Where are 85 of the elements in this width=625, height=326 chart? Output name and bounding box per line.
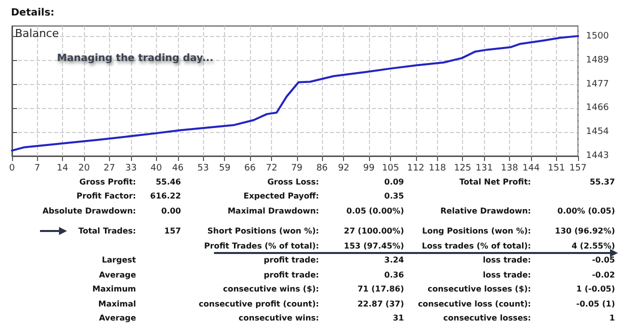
text: Long Positions (won %): (422, 226, 531, 236)
x-tick-label: 79 (291, 164, 303, 174)
text: consecutive loss (count): (418, 300, 531, 308)
text: profit trade: (264, 270, 319, 280)
x-tick-label: 20 (78, 164, 90, 174)
text: Gross Loss: (267, 178, 319, 186)
text: 4 (2.55%) (572, 242, 615, 250)
y-tick-label: 1500 (586, 31, 610, 42)
text: -0.05 (1) (576, 300, 615, 308)
text: consecutive profit (count): (198, 300, 319, 308)
text: 0.35 (384, 192, 404, 200)
y-tick-label: 1466 (586, 103, 610, 114)
text: 0.00 (161, 206, 181, 216)
text: Short Positions (won %): (207, 226, 319, 236)
text: 22.87 (37) (357, 300, 404, 308)
x-tick-label: 112 (407, 164, 424, 174)
x-tick-label: 125 (454, 164, 472, 174)
text: 1 (-0.05) (576, 284, 615, 294)
text: Gross Profit: (79, 178, 136, 186)
x-tick-label: 33 (125, 164, 137, 174)
y-tick-label: 1477 (586, 79, 609, 90)
x-tick-label: 92 (338, 164, 350, 174)
x-tick-label: 46 (172, 164, 184, 174)
text: Largest (102, 256, 136, 264)
x-tick-label: 66 (244, 164, 256, 174)
text: 0.36 (384, 270, 404, 280)
x-tick-label: 27 (104, 164, 116, 174)
text: Absolute Drawdown: (42, 206, 136, 216)
text: Total Trades: (78, 226, 136, 236)
x-tick-label: 40 (150, 164, 162, 174)
text: 3.24 (384, 256, 404, 264)
x-tick-label: 14 (56, 164, 68, 174)
text: consecutive wins: (238, 314, 319, 322)
text: 71 (17.86) (357, 284, 404, 294)
y-tick-label: 1443 (586, 151, 609, 161)
text: Profit Factor: (76, 192, 136, 200)
text: 27 (100.00%) (344, 226, 404, 236)
text: 0.05 (0.00%) (346, 206, 404, 216)
x-tick-label: 59 (218, 164, 231, 174)
annotation: Balance (15, 27, 59, 40)
x-tick-label: 144 (522, 164, 540, 174)
text: Loss trades (% of total): (422, 242, 531, 250)
x-tick-label: 105 (382, 164, 400, 174)
text: 55.37 (590, 178, 615, 186)
text: 1 (609, 314, 615, 322)
text: 0.09 (384, 178, 404, 186)
text: 130 (96.92%) (554, 226, 615, 236)
text: 0.00% (0.05) (557, 206, 615, 216)
text: Profit Trades (% of total): (204, 242, 319, 250)
text: 616.22 (150, 192, 181, 200)
text: loss trade: (482, 270, 531, 280)
text: 55.46 (156, 178, 181, 186)
annotation: Managing the trading day... (57, 53, 214, 64)
text: consecutive wins ($): (222, 284, 319, 294)
chart-title: Details: (11, 8, 54, 18)
text: consecutive losses ($): (428, 284, 531, 294)
text: consecutive losses: (443, 314, 531, 322)
text: -0.05 (592, 256, 615, 264)
x-tick-label: 72 (266, 164, 278, 174)
x-tick-label: 157 (569, 164, 587, 174)
text: Maximum (92, 284, 136, 294)
text: Maximal (98, 300, 136, 308)
text: profit trade: (264, 256, 319, 264)
text: 31 (392, 314, 404, 322)
x-tick-label: 99 (363, 164, 375, 174)
text: 157 (164, 226, 181, 236)
y-tick-label: 1489 (586, 55, 610, 66)
x-tick-label: 138 (500, 164, 518, 174)
text: Average (98, 314, 136, 322)
text: Maximal Drawdown: (228, 206, 319, 216)
x-tick-label: 53 (197, 164, 209, 174)
x-tick-label: 118 (428, 164, 446, 174)
x-tick-label: 0 (9, 164, 16, 174)
text: 153 (97.45%) (344, 242, 404, 250)
y-tick-label: 1454 (586, 127, 610, 138)
x-tick-label: 151 (548, 164, 565, 174)
x-tick-label: 86 (316, 164, 328, 174)
x-tick-label: 131 (476, 164, 493, 174)
text: loss trade: (482, 256, 531, 264)
text: Expected Payoff: (244, 192, 319, 200)
text: -0.02 (592, 270, 615, 280)
x-tick-label: 7 (34, 164, 40, 174)
text: Average (98, 270, 136, 280)
text: Relative Drawdown: (440, 206, 531, 216)
text: Total Net Profit: (459, 178, 531, 186)
